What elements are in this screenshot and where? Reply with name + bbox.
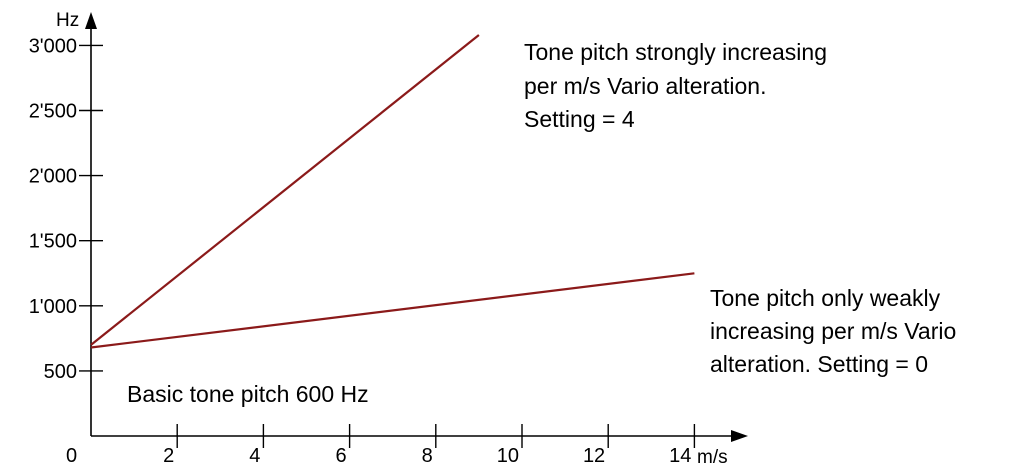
x-tick-label: 4 <box>249 445 260 467</box>
x-tick-label: 2 <box>163 445 174 467</box>
y-tick-label: 1'000 <box>29 296 77 318</box>
y-tick-label: 1'500 <box>29 231 77 253</box>
x-tick-label: 10 <box>497 445 519 467</box>
x-tick-label: 6 <box>335 445 346 467</box>
series-layer <box>90 34 695 349</box>
x-tick-label: 12 <box>583 445 605 467</box>
labels: Hz m/s 0 Tone pitch strongly increasing … <box>56 10 963 467</box>
y-tick-label: 500 <box>44 361 77 383</box>
y-tick-label: 3'000 <box>29 35 77 57</box>
y-tick-label: 2'000 <box>29 166 77 188</box>
x-axis-label: m/s <box>697 447 728 467</box>
axes: 2 4 6 8 10 12 14 500 1'000 1'500 2'000 2'500 3'000 <box>29 12 748 467</box>
y-axis-arrow-icon <box>85 12 97 29</box>
annotation-weak: Tone pitch only weakly increasing per m/… <box>710 285 963 377</box>
y-tick-label: 2'500 <box>29 101 77 123</box>
series-setting-4-line <box>90 34 480 346</box>
x-axis-arrow-icon <box>731 430 748 442</box>
x-tick-label: 14 <box>669 445 691 467</box>
annotation-basic-pitch: Basic tone pitch 600 Hz <box>127 381 369 407</box>
annotation-strong: Tone pitch strongly increasing per m/s V… <box>524 39 833 132</box>
annotation-strong-line-3: Setting = 4 <box>524 106 635 132</box>
x-tick-label: 8 <box>422 445 433 467</box>
annotation-strong-line-1: Tone pitch strongly increasing <box>524 39 827 65</box>
annotation-weak-line-2: increasing per m/s Vario <box>710 318 956 344</box>
x-origin-label: 0 <box>66 445 77 467</box>
annotation-strong-line-2: per m/s Vario alteration. <box>524 73 766 99</box>
series-setting-0-line <box>90 272 695 349</box>
y-axis-label: Hz <box>56 10 79 31</box>
annotation-weak-line-3: alteration. Setting = 0 <box>710 351 928 377</box>
annotation-weak-line-1: Tone pitch only weakly <box>710 285 941 311</box>
